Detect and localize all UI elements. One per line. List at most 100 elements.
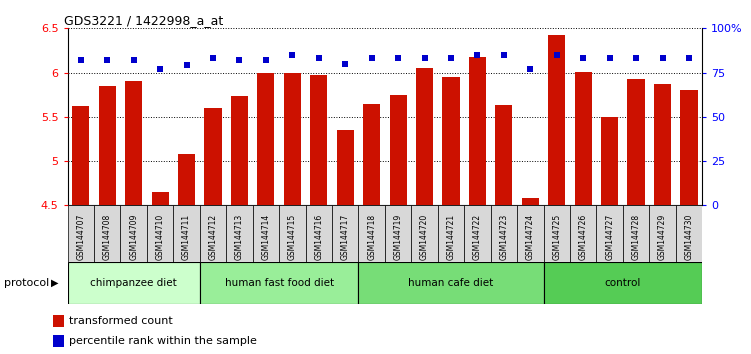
Text: GSM144714: GSM144714 [261, 214, 270, 260]
Bar [495, 105, 512, 205]
Bar [628, 79, 644, 205]
Text: GSM144707: GSM144707 [77, 214, 86, 260]
Bar [390, 95, 407, 205]
Point [472, 52, 484, 58]
Text: GSM144708: GSM144708 [103, 214, 112, 260]
Text: GSM144709: GSM144709 [129, 214, 138, 260]
Point [339, 61, 351, 67]
Point [550, 52, 562, 58]
Bar [204, 108, 222, 205]
Bar [412, 205, 438, 262]
Bar [522, 198, 539, 205]
Point [498, 52, 510, 58]
Bar [544, 205, 570, 262]
Text: GDS3221 / 1422998_a_at: GDS3221 / 1422998_a_at [65, 14, 224, 27]
Text: GSM144728: GSM144728 [632, 214, 641, 260]
Point [683, 56, 695, 61]
Bar [363, 103, 380, 205]
Text: GSM144730: GSM144730 [684, 214, 693, 260]
Bar [676, 205, 702, 262]
Bar [570, 205, 596, 262]
Point [286, 52, 298, 58]
Bar [358, 262, 544, 304]
Bar [442, 77, 460, 205]
Point [75, 57, 87, 63]
Bar [178, 154, 195, 205]
Point [128, 57, 140, 63]
Bar [284, 73, 301, 205]
Bar [173, 205, 200, 262]
Point [418, 56, 430, 61]
Point [392, 56, 404, 61]
Text: chimpanzee diet: chimpanzee diet [90, 278, 177, 288]
Bar [53, 335, 65, 347]
Bar [147, 205, 173, 262]
Bar [310, 75, 327, 205]
Point [101, 57, 113, 63]
Text: GSM144725: GSM144725 [552, 214, 561, 260]
Bar [464, 205, 490, 262]
Bar [53, 315, 65, 327]
Point [366, 56, 378, 61]
Bar [200, 205, 226, 262]
Point [630, 56, 642, 61]
Bar [336, 130, 354, 205]
Bar [279, 205, 306, 262]
Text: GSM144717: GSM144717 [341, 214, 350, 260]
Bar [98, 86, 116, 205]
Bar [306, 205, 332, 262]
Text: GSM144718: GSM144718 [367, 214, 376, 260]
Point [445, 56, 457, 61]
Point [604, 56, 616, 61]
Bar [68, 262, 200, 304]
Bar [490, 205, 517, 262]
Point [154, 66, 166, 72]
Bar [231, 96, 248, 205]
Bar [469, 57, 486, 205]
Bar [226, 205, 252, 262]
Point [207, 56, 219, 61]
Text: human cafe diet: human cafe diet [409, 278, 493, 288]
Bar [601, 117, 618, 205]
Point [260, 57, 272, 63]
Bar [650, 205, 676, 262]
Text: GSM144727: GSM144727 [605, 214, 614, 260]
Bar [654, 84, 671, 205]
Point [656, 56, 668, 61]
Text: GSM144712: GSM144712 [209, 214, 218, 260]
Point [578, 56, 590, 61]
Text: GSM144722: GSM144722 [473, 214, 482, 260]
Text: GSM144713: GSM144713 [235, 214, 244, 260]
Bar [120, 205, 147, 262]
Bar [548, 35, 566, 205]
Point [180, 63, 192, 68]
Text: transformed count: transformed count [69, 316, 173, 326]
Bar [200, 262, 358, 304]
Text: protocol: protocol [4, 278, 49, 288]
Bar [623, 205, 650, 262]
Text: GSM144726: GSM144726 [579, 214, 588, 260]
Text: GSM144715: GSM144715 [288, 214, 297, 260]
Bar [385, 205, 412, 262]
Bar [416, 68, 433, 205]
Bar [517, 205, 544, 262]
Text: percentile rank within the sample: percentile rank within the sample [69, 336, 257, 346]
Bar [68, 205, 94, 262]
Bar [332, 205, 358, 262]
Bar [152, 192, 169, 205]
Point [524, 66, 536, 72]
Bar [358, 205, 385, 262]
Text: GSM144711: GSM144711 [182, 214, 191, 260]
Point [234, 57, 246, 63]
Bar [252, 205, 279, 262]
Bar [544, 262, 702, 304]
Text: GSM144729: GSM144729 [658, 214, 667, 260]
Bar [575, 72, 592, 205]
Bar [72, 106, 89, 205]
Point [312, 56, 324, 61]
Bar [94, 205, 120, 262]
Text: GSM144723: GSM144723 [499, 214, 508, 260]
Text: GSM144716: GSM144716 [314, 214, 323, 260]
Bar [125, 81, 142, 205]
Text: ▶: ▶ [51, 278, 59, 288]
